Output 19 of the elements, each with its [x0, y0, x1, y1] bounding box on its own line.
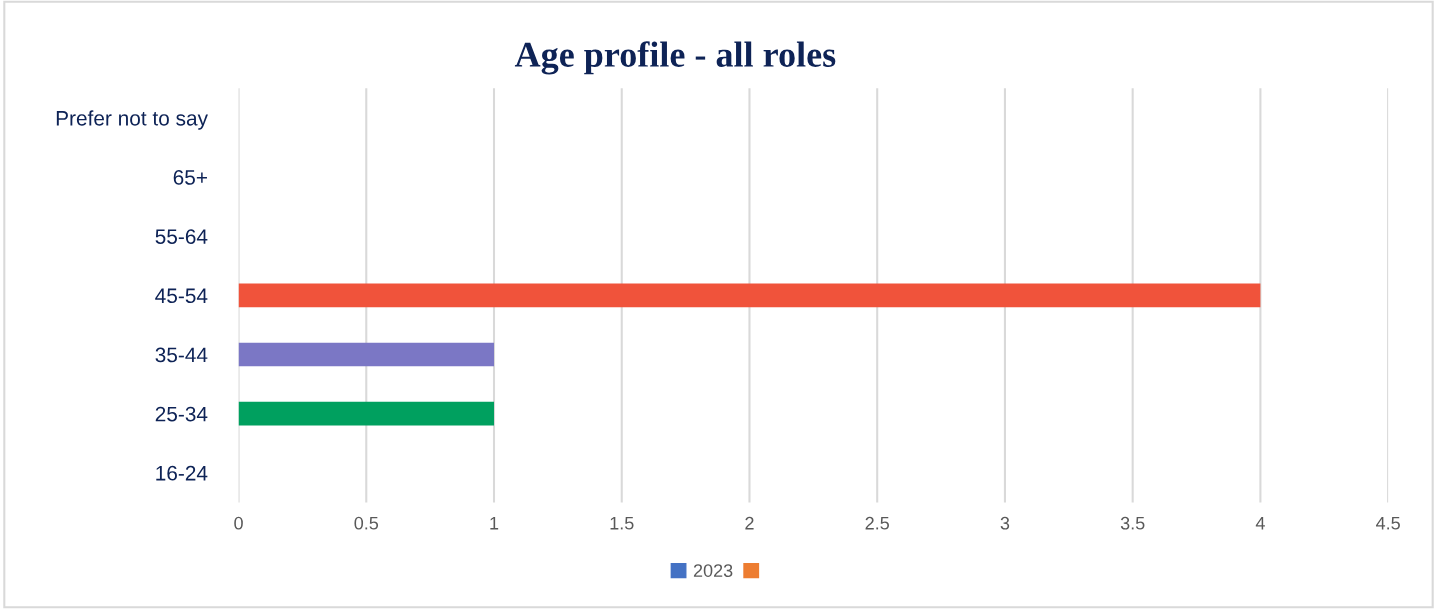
x-tick-label: 1.5	[610, 516, 634, 530]
x-tick-label: 2	[745, 516, 754, 530]
x-tick-label: 4.5	[1376, 516, 1400, 530]
y-tick-label: Prefer not to say	[56, 110, 208, 130]
y-tick-label: 45-54	[155, 288, 208, 304]
text: 2023	[693, 564, 733, 577]
y-tick-label: 25-34	[155, 406, 208, 422]
x-tick-label: 4	[1255, 516, 1265, 530]
y-tick-label: 65+	[173, 170, 207, 185]
y-tick-label: 55-64	[155, 229, 208, 244]
y-tick-label: 35-44	[155, 347, 208, 363]
x-tick-label: 2.5	[865, 516, 889, 530]
x-tick-label: 3	[1000, 516, 1010, 530]
chart-title: Age profile - all roles	[514, 41, 836, 75]
x-tick-label: 3.5	[1120, 516, 1145, 530]
y-tick-label: 16-24	[156, 465, 208, 481]
x-tick-label: 0	[234, 516, 243, 530]
x-tick-label: 1	[490, 516, 499, 530]
x-tick-label: 0.5	[354, 516, 379, 530]
